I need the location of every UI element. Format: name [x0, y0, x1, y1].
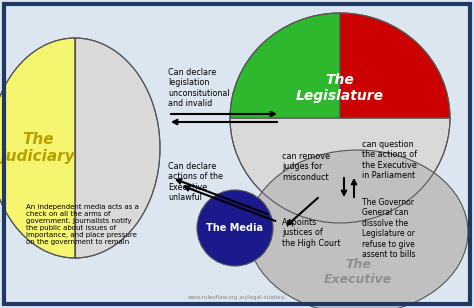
Text: The
Executive: The Executive: [324, 258, 392, 286]
Polygon shape: [75, 38, 160, 258]
Text: The Governor
General can
dissolve the
Legislature or
refuse to give
assent to bi: The Governor General can dissolve the Le…: [362, 198, 416, 259]
Text: The Media: The Media: [207, 223, 264, 233]
Text: The
Legislature: The Legislature: [296, 73, 384, 103]
Ellipse shape: [248, 150, 468, 308]
Text: Appoints
justices of
the High Court: Appoints justices of the High Court: [282, 218, 340, 248]
Text: The
Judiciary: The Judiciary: [0, 132, 75, 164]
Polygon shape: [230, 13, 340, 118]
Circle shape: [197, 190, 273, 266]
Text: can question
the actions of
the Executive
in Parliament: can question the actions of the Executiv…: [362, 140, 417, 180]
Text: Can declare
actions of the
Executive
unlawful: Can declare actions of the Executive unl…: [168, 162, 223, 202]
Polygon shape: [230, 118, 450, 223]
Text: can remove
judges for
misconduct: can remove judges for misconduct: [282, 152, 330, 182]
Text: Can declare
legislation
unconsitutional
and invalid: Can declare legislation unconsitutional …: [168, 68, 229, 108]
Polygon shape: [0, 38, 75, 258]
Text: An independent media acts as a
check on all the arms of
government. Journalists : An independent media acts as a check on …: [26, 204, 138, 245]
Polygon shape: [340, 13, 450, 118]
Text: www.ruleoflaw.org.au/legal-studies/: www.ruleoflaw.org.au/legal-studies/: [188, 295, 286, 300]
